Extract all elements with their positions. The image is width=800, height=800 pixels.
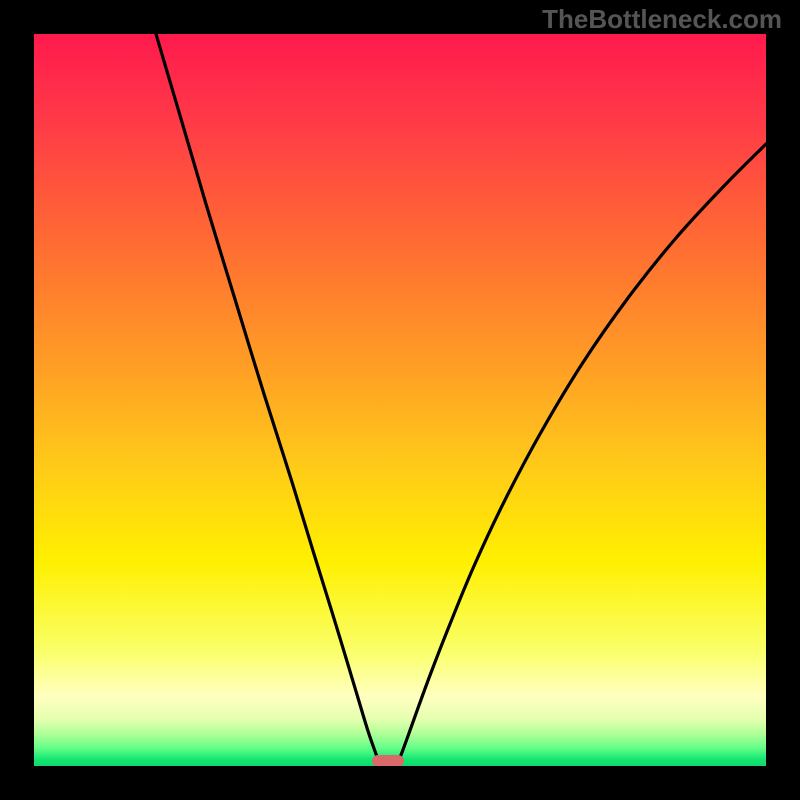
gradient-background [34,34,766,766]
optimal-marker [372,755,404,766]
plot-area [34,34,766,766]
watermark-text: TheBottleneck.com [542,4,782,35]
plot-svg [34,34,766,766]
